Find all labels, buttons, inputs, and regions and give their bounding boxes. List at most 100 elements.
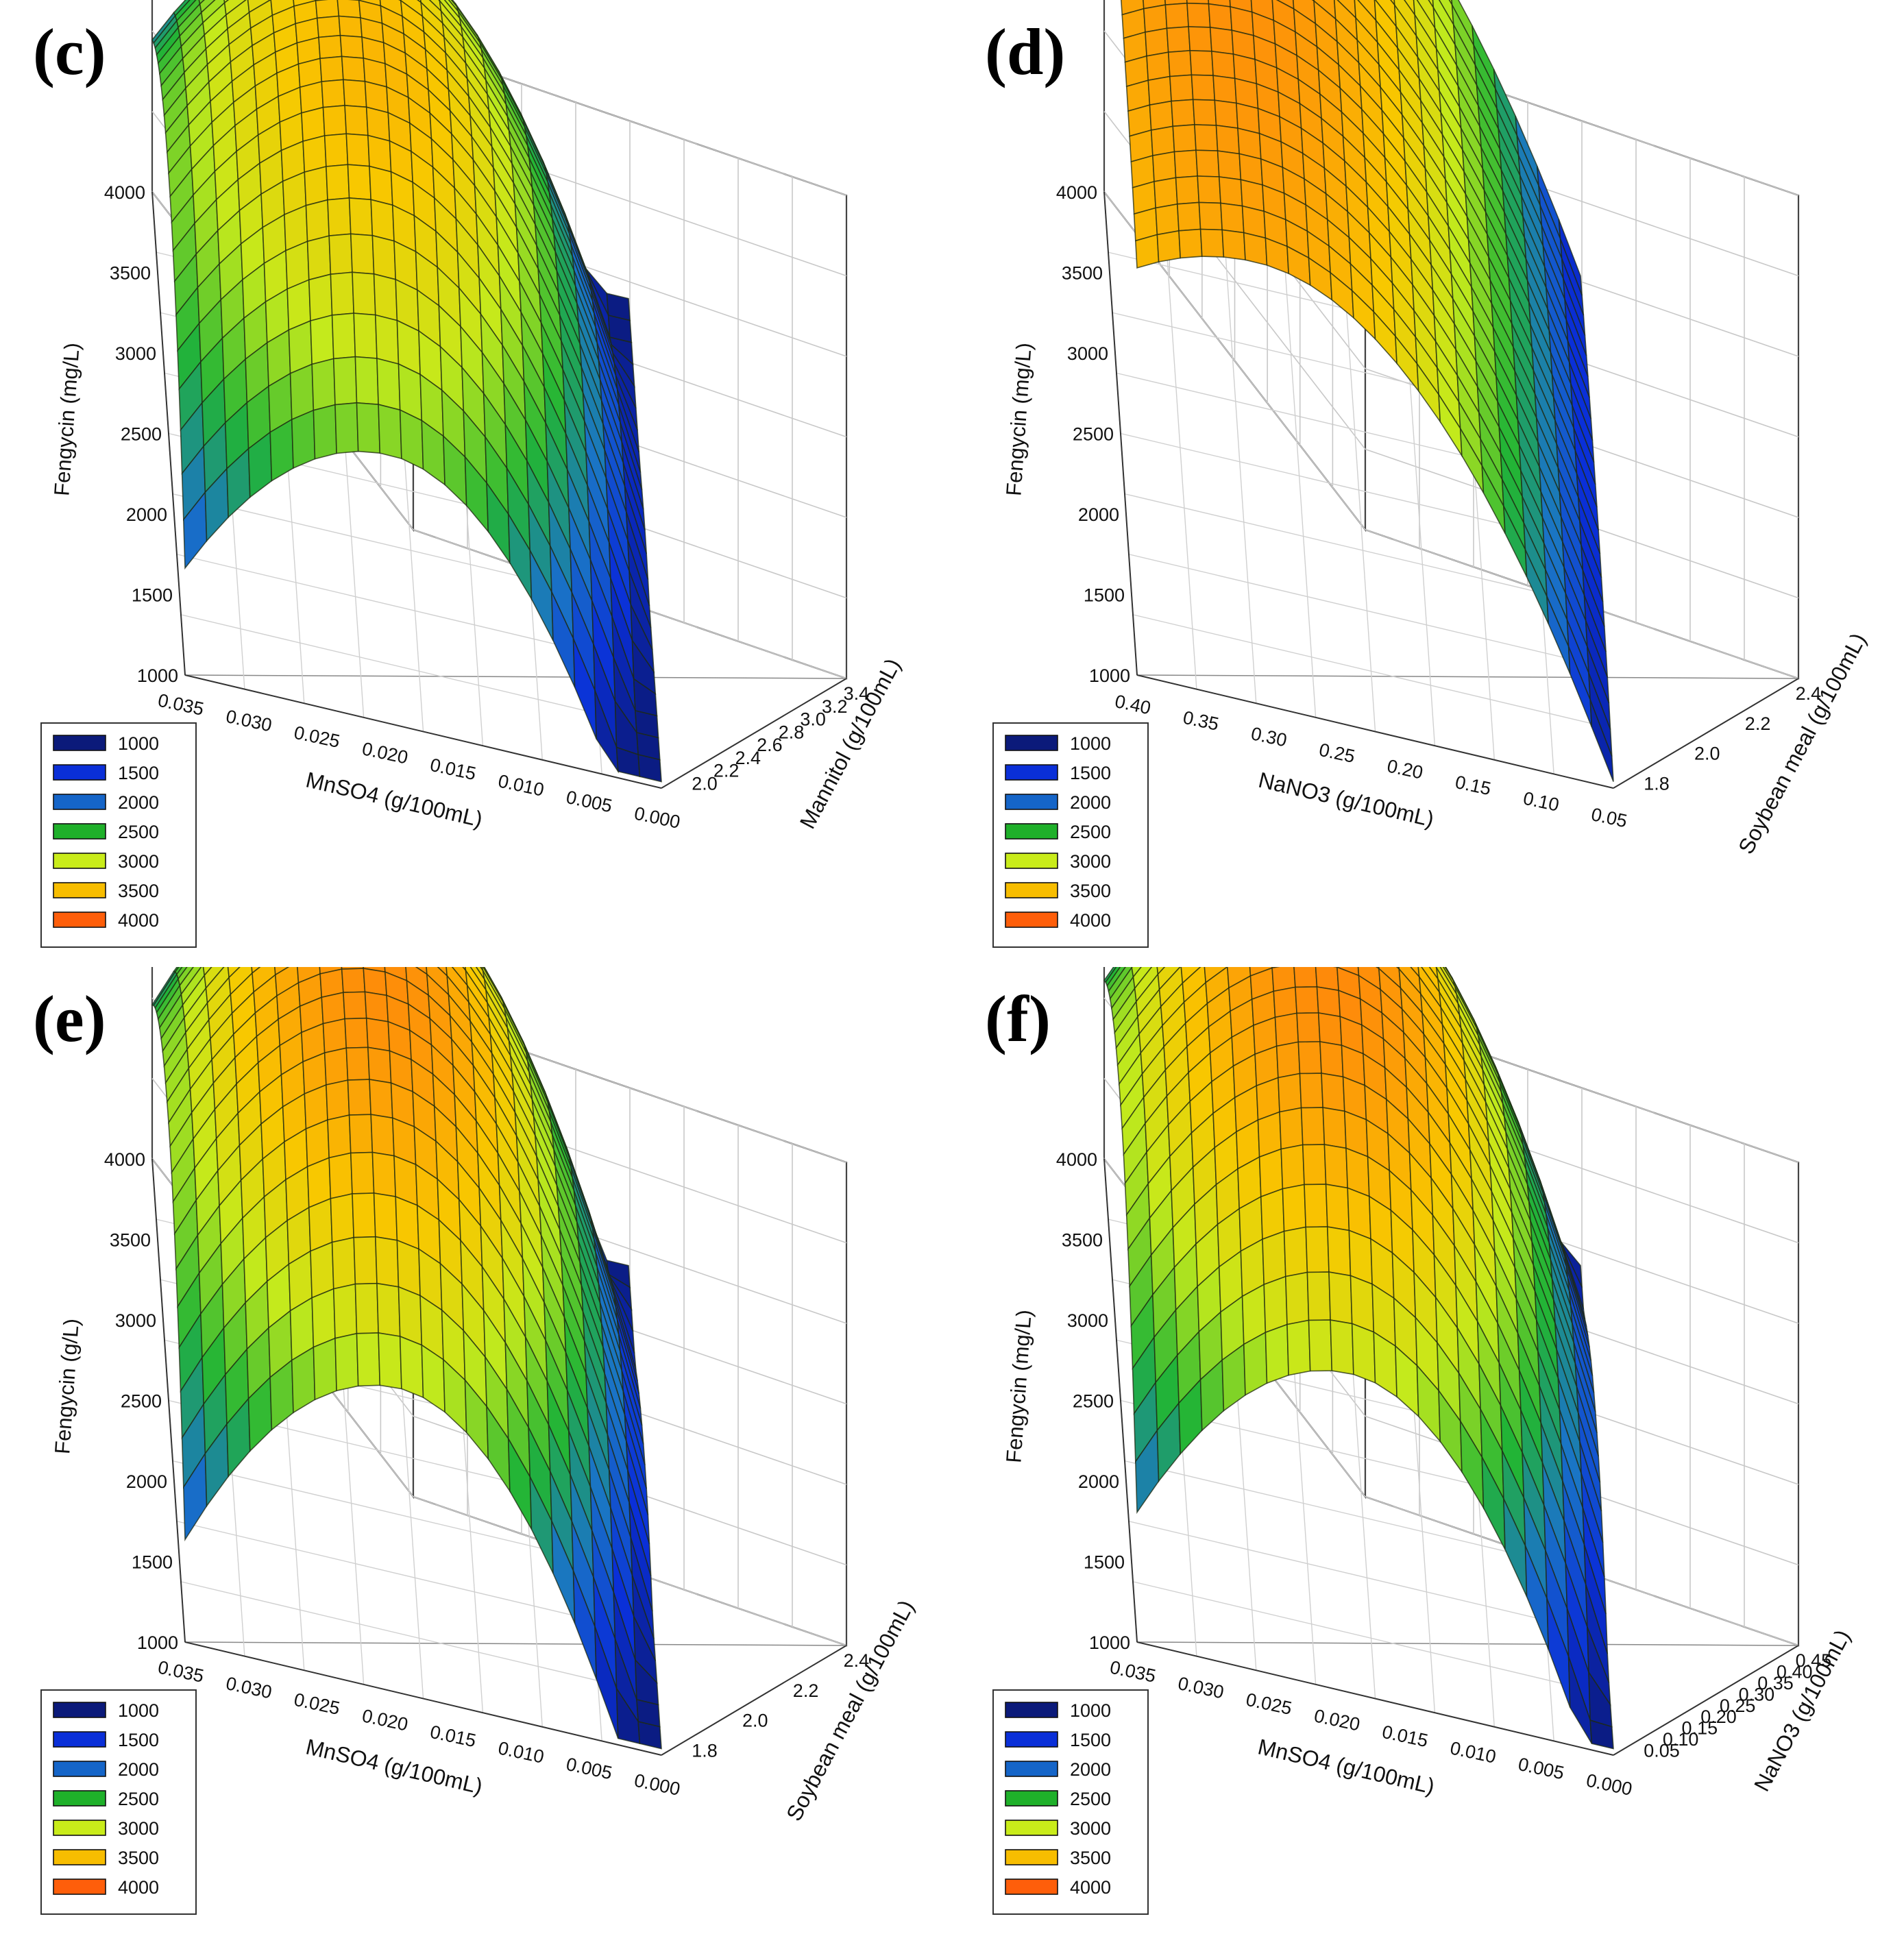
z-tick-label: 3000 [1067,1310,1108,1331]
surface-patch [1164,2,1189,29]
surface-patch [338,15,363,38]
surface-patch [1156,230,1182,262]
legend-label: 3000 [1070,1818,1111,1839]
surface-patch [1186,2,1211,28]
y-tick-label: 0.05 [1644,1740,1680,1761]
surface-patch [313,1337,337,1401]
surface-patch [1278,1073,1302,1113]
legend-swatch [1005,882,1058,898]
legend-swatch [1005,1790,1058,1807]
surface-patch [1194,124,1219,151]
chart-c: 1000 1500 2000 2500 3000 3500 4000 Fengycin (mg… [33,0,905,948]
surface-patch [1171,99,1195,127]
surface-patch [398,1286,423,1346]
surface-patch [321,992,345,1025]
legend-swatch [1005,1731,1058,1748]
y-tick-label: 2.6 [757,735,783,755]
surface-patch [1299,1073,1324,1109]
surface-patch [1260,1188,1285,1240]
x-tick-label: 0.025 [1244,1689,1293,1719]
x-tick-label: 0.030 [1176,1673,1225,1702]
surface-patch [311,358,336,411]
surface-patch [1293,967,1318,988]
surface-patch [1195,149,1220,178]
legend-swatch [53,1849,106,1865]
legend-swatch [53,853,106,869]
legend-swatch [1005,853,1058,869]
legend-swatch [1005,794,1058,810]
legend-label: 2000 [118,1759,159,1780]
legend-label: 4000 [118,910,159,931]
x-axis-line [1136,1641,1614,1756]
surface-patch [1154,177,1178,209]
y-tick-label: 2.4 [1796,683,1822,704]
surface-patch [1198,201,1223,231]
surface-patch [1146,51,1171,82]
legend-swatch [53,794,106,810]
legend-swatch [53,823,106,840]
panel-label: (e) [33,982,106,1055]
surface-patch [1243,232,1268,266]
z-tick-label: 4000 [104,1149,145,1170]
surface-patch [324,133,349,167]
surface-patch [341,56,366,82]
legend: 1000 1500 2000 2500 3000 3500 4000 [992,722,1149,948]
surface-patch [326,1079,350,1121]
legend-label: 4000 [118,1877,159,1898]
legend-label: 3000 [118,1818,159,1839]
z-axis-label: Fengycin (mg/L) [1001,1309,1036,1464]
chart-d: 1000 1500 2000 2500 3000 3500 4000 Fengycin (mg… [985,0,1871,948]
surface-patch [370,1114,395,1157]
legend-label: 4000 [1070,1877,1111,1898]
y-axis-line [661,678,847,789]
surface-patch [1280,1144,1305,1190]
surface-patch [1191,74,1216,101]
surface-patch [313,404,337,460]
legend-label: 1000 [1070,1700,1111,1721]
legend-swatch [1005,735,1058,751]
y-tick-label: 0.30 [1739,1684,1775,1704]
surface-patch [1295,986,1319,1014]
x-tick-label: 0.05 [1589,804,1629,831]
surface-patch [311,1288,336,1348]
surface-patch [322,105,347,136]
surface-patch [354,1282,379,1334]
surface-patch [318,34,343,60]
x-tick-label: 0.15 [1453,772,1493,799]
surface-patch [330,1192,355,1243]
surface-patch [1322,1107,1347,1149]
z-tick-label: 1500 [1084,1552,1125,1573]
surface-patch [1284,1271,1310,1325]
z-tick-label: 3500 [110,1230,151,1251]
surface-patch [1304,1184,1328,1228]
surface-patch [347,164,372,201]
z-axis-label: Fengycin (mg/L) [1001,342,1036,497]
surface-patch [324,1047,349,1086]
surface-patch [345,1046,370,1081]
legend: 1000 1500 2000 2500 3000 3500 4000 [40,722,197,948]
surface-patch [371,1151,397,1198]
surface-patch [343,79,367,108]
surface-patch [369,165,393,206]
legend-swatch [53,735,106,751]
z-tick-label: 3500 [1062,263,1103,284]
surface-patch [1319,1041,1344,1078]
x-axis-line [1136,674,1614,789]
x-tick-label: 0.000 [633,803,682,832]
surface-patch [1305,1226,1330,1273]
surface-patch [1262,1230,1286,1286]
y-tick-label: 2.2 [713,761,740,781]
x-tick-label: 0.000 [633,1770,682,1799]
z-tick-label: 4000 [1056,1149,1097,1170]
surface-patch [1326,1226,1352,1277]
surface-patch [1208,3,1233,32]
surface-patch [319,56,344,82]
y-axis-line [1613,678,1799,789]
legend-swatch [1005,823,1058,840]
surface-patch [322,1018,347,1054]
legend-swatch [53,1820,106,1836]
surface-patch [352,271,376,316]
legend-label: 4000 [1070,910,1111,931]
x-tick-label: 0.010 [496,770,546,800]
surface-patch [348,197,374,236]
